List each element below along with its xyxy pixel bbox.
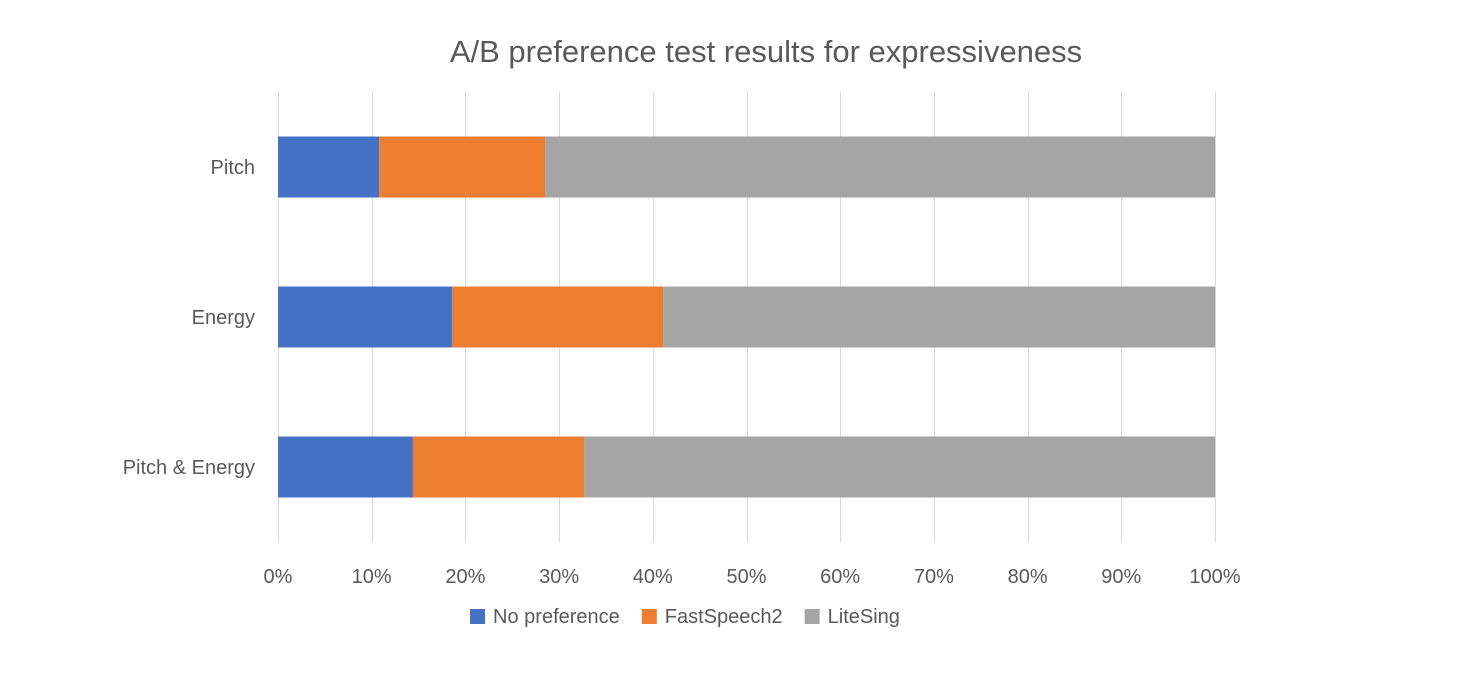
- legend-swatch: [641, 609, 657, 624]
- legend-label: LiteSing: [828, 606, 900, 628]
- x-tick-label: 10%: [352, 566, 392, 588]
- x-tick-label: 40%: [633, 566, 673, 588]
- category-label: Pitch & Energy: [123, 457, 255, 479]
- chart-title: A/B preference test results for expressi…: [450, 34, 1082, 69]
- bar-segment: [412, 436, 585, 498]
- bar-segment: [452, 286, 664, 348]
- legend: No preference FastSpeech2 LiteSing: [470, 606, 900, 628]
- x-tick-label: 50%: [726, 566, 766, 588]
- legend-label: FastSpeech2: [665, 606, 783, 628]
- bar-segment: [584, 436, 1215, 498]
- x-tick-label: 70%: [914, 566, 954, 588]
- x-tick-label: 0%: [264, 566, 293, 588]
- x-tick-label: 60%: [820, 566, 860, 588]
- x-tick-label: 90%: [1101, 566, 1141, 588]
- x-tick-label: 80%: [1008, 566, 1048, 588]
- bar-segment: [663, 286, 1215, 348]
- bars: [278, 136, 1215, 498]
- category-label: Energy: [192, 307, 255, 329]
- x-tick-label: 100%: [1189, 566, 1240, 588]
- bar-segment: [278, 436, 413, 498]
- legend-label: No preference: [493, 606, 620, 628]
- category-labels: Pitch Energy Pitch & Energy: [123, 157, 255, 479]
- x-tick-labels: 0% 10% 20% 30% 40% 50% 60% 70% 80% 90% 100%: [264, 566, 1241, 588]
- category-label: Pitch: [211, 157, 255, 179]
- x-tick-label: 20%: [445, 566, 485, 588]
- bar-segment: [379, 136, 546, 198]
- bar-segment: [278, 286, 453, 348]
- legend-swatch: [470, 609, 486, 624]
- bar-segment: [545, 136, 1215, 198]
- bar-segment: [278, 136, 380, 198]
- x-tick-label: 30%: [539, 566, 579, 588]
- legend-swatch: [804, 609, 820, 624]
